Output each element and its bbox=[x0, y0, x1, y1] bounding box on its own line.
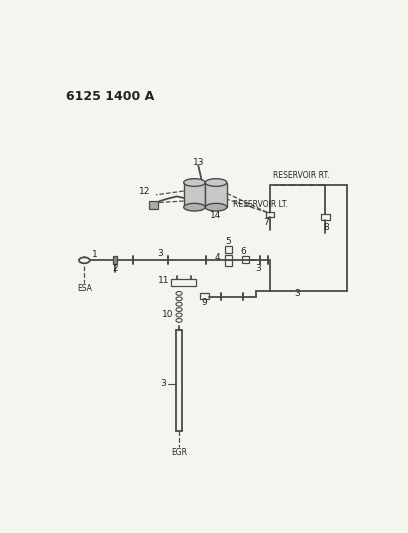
Bar bbox=[225, 246, 232, 253]
Bar bbox=[266, 212, 274, 217]
Bar bbox=[113, 256, 118, 264]
Ellipse shape bbox=[205, 179, 227, 187]
Bar bbox=[242, 256, 249, 263]
Text: 12: 12 bbox=[139, 187, 150, 196]
Text: 3: 3 bbox=[160, 379, 166, 388]
Text: 5: 5 bbox=[226, 237, 231, 246]
Text: 2: 2 bbox=[112, 263, 118, 272]
Bar bbox=[184, 182, 205, 207]
Bar bbox=[205, 182, 227, 207]
Text: EGR: EGR bbox=[171, 448, 187, 457]
Ellipse shape bbox=[184, 203, 205, 211]
Bar bbox=[149, 201, 158, 209]
Text: 7: 7 bbox=[263, 218, 269, 227]
Text: 13: 13 bbox=[193, 158, 204, 167]
Text: 4: 4 bbox=[214, 253, 220, 262]
Text: RESERVOIR LT.: RESERVOIR LT. bbox=[233, 200, 288, 209]
Text: 1: 1 bbox=[91, 249, 97, 259]
Text: 6125 1400 A: 6125 1400 A bbox=[66, 90, 154, 103]
Text: 6: 6 bbox=[240, 247, 246, 255]
Text: 8: 8 bbox=[323, 223, 329, 232]
Bar bbox=[225, 255, 232, 265]
Bar bbox=[321, 214, 330, 220]
Text: 3: 3 bbox=[294, 289, 300, 298]
Text: RESERVOIR RT.: RESERVOIR RT. bbox=[273, 171, 330, 180]
Text: 14: 14 bbox=[210, 211, 221, 220]
Bar bbox=[171, 279, 196, 286]
Ellipse shape bbox=[184, 179, 205, 187]
Text: 9: 9 bbox=[202, 298, 207, 307]
Bar bbox=[200, 294, 209, 299]
Text: 11: 11 bbox=[157, 276, 169, 285]
Text: 3: 3 bbox=[255, 263, 261, 272]
Text: ESA: ESA bbox=[77, 284, 92, 293]
Ellipse shape bbox=[205, 203, 227, 211]
Text: 3: 3 bbox=[157, 249, 163, 258]
Text: 10: 10 bbox=[162, 310, 174, 319]
